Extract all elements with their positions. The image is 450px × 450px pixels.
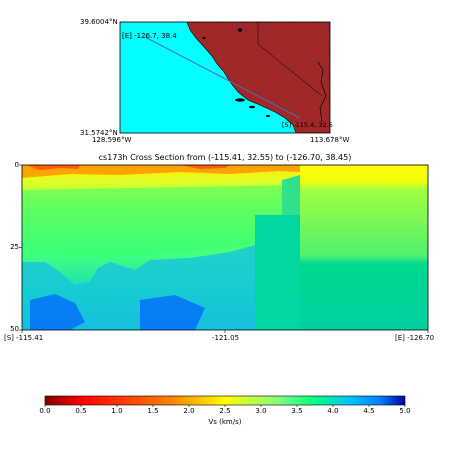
map-island — [249, 105, 255, 109]
map-lat-bottom-label: 31.5742°N — [80, 129, 118, 137]
ytick-label: 0 — [14, 161, 19, 169]
section-transition-step — [282, 175, 300, 215]
colorbar-tick-label: 2.5 — [219, 407, 231, 415]
colorbar-tick-label: 4.5 — [363, 407, 375, 415]
colorbar-tick-label: 5.0 — [399, 407, 411, 415]
colorbar-tick-label: 2.0 — [183, 407, 195, 415]
map-island — [235, 98, 245, 102]
map-island — [202, 37, 206, 39]
map-end-label: [E] -126.7, 38.4 — [122, 32, 177, 40]
map-land — [186, 22, 330, 133]
map-lon-left-label: 128.596°W — [92, 136, 132, 144]
map-lat-top-label: 39.6004°N — [80, 18, 118, 26]
colorbar-tick-marks — [44, 405, 406, 407]
section-title: cs173h Cross Section from (-115.41, 32.5… — [98, 153, 352, 162]
xtick-label: -121.05 — [212, 334, 240, 342]
section-surface-streaks — [26, 165, 230, 170]
xtick-label: [E] -126.70 — [395, 334, 435, 342]
map-island — [266, 115, 270, 117]
map-frame — [119, 21, 331, 134]
cross-section-line — [144, 36, 301, 119]
map-state-border — [257, 22, 323, 97]
colorbar-tick-label: 3.5 — [291, 407, 303, 415]
colorbar-tick-label: 0.5 — [75, 407, 87, 415]
section-blue-core — [30, 294, 205, 330]
colorbar-tick-label: 1.0 — [111, 407, 123, 415]
ytick-label: 25 — [10, 243, 19, 251]
colorbar-tick-label: 0.0 — [39, 407, 51, 415]
section-mid-green — [22, 185, 300, 258]
section-surface-band — [22, 165, 300, 178]
colorbar-tick-label: 4.0 — [327, 407, 339, 415]
section-transition-block — [255, 215, 300, 330]
colorbar-label: Vs (km/s) — [208, 418, 242, 426]
colorbar-tick-label: 1.5 — [147, 407, 159, 415]
xtick-label: [S] -115.41 — [4, 334, 44, 342]
map-island — [238, 28, 242, 32]
map-start-label: [S] -115.4, 32.6 — [282, 121, 333, 129]
section-right-field — [300, 165, 428, 330]
cross-section-heatmap — [22, 165, 428, 330]
colorbar-tick-label: 3.0 — [255, 407, 267, 415]
map-border-coast — [317, 61, 327, 123]
map-panel — [120, 22, 330, 133]
map-lon-right-label: 113.678°W — [310, 136, 350, 144]
colorbar — [44, 395, 406, 406]
ytick-label: 50 — [10, 325, 19, 333]
